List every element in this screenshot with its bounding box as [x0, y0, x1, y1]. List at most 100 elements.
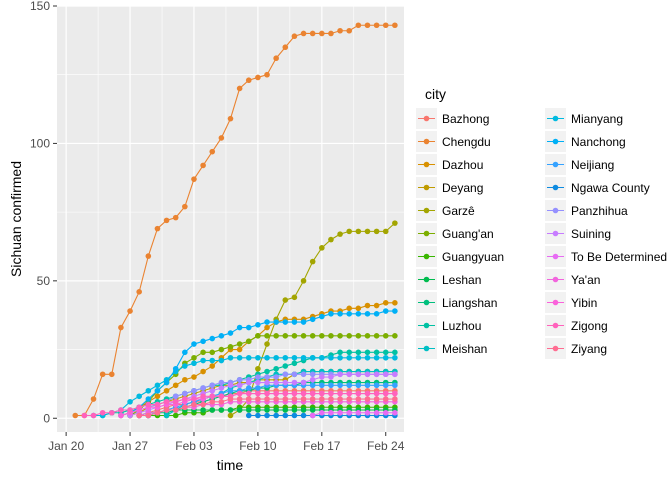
series-point: [90, 396, 97, 402]
series-point: [209, 335, 216, 342]
series-point: [355, 305, 362, 312]
series-point: [273, 407, 279, 413]
series-point: [236, 85, 243, 92]
series-point: [145, 253, 152, 259]
series-point: [319, 245, 325, 251]
legend-item: Guang'an: [416, 223, 494, 244]
series-2: [118, 300, 398, 419]
series-point: [118, 407, 124, 413]
series-point: [282, 333, 289, 339]
legend-label: Liangshan: [442, 296, 497, 310]
series-point: [200, 393, 206, 400]
series-point: [300, 412, 307, 419]
series-point: [291, 360, 298, 367]
series-point: [337, 390, 343, 397]
series-point: [163, 379, 170, 386]
legend-label: Luzhou: [442, 319, 481, 333]
series-point: [236, 382, 243, 389]
legend-label: Guang'an: [442, 227, 494, 241]
series-point: [355, 382, 362, 389]
series-point: [373, 333, 380, 339]
series-point: [264, 354, 270, 361]
series-point: [328, 396, 334, 402]
legend-item: Dazhou: [416, 154, 483, 175]
legend-label: Nanchong: [571, 135, 626, 149]
series-point: [182, 404, 188, 411]
series-point: [172, 412, 179, 419]
series-point: [273, 365, 279, 372]
series-point: [319, 396, 325, 402]
series-point: [346, 390, 353, 397]
series-point: [319, 409, 325, 416]
series-point: [300, 407, 307, 413]
legend-key-point: [423, 207, 430, 214]
series-point: [136, 289, 142, 295]
series-point: [319, 313, 325, 320]
series-point: [255, 390, 261, 397]
panel-background: [57, 6, 404, 432]
series-point: [227, 396, 234, 402]
legend-key-point: [552, 161, 559, 168]
series-point: [328, 409, 334, 416]
series-point: [300, 278, 307, 284]
series-point: [255, 365, 261, 372]
series-point: [145, 412, 152, 419]
series-point: [191, 374, 197, 380]
series-point: [309, 412, 316, 419]
series-point: [227, 382, 234, 389]
series-point: [236, 346, 243, 353]
series-point: [264, 324, 270, 331]
series-point: [200, 338, 206, 345]
series-21: [136, 396, 398, 419]
series-point: [264, 368, 270, 375]
series-point: [382, 333, 389, 339]
series-point: [209, 382, 216, 389]
legend-key-point: [552, 276, 559, 283]
series-point: [319, 382, 325, 389]
series-point: [182, 363, 188, 369]
series-point: [309, 407, 316, 413]
series-point: [227, 115, 234, 122]
series-point: [182, 390, 188, 397]
legend-key-point: [552, 184, 559, 191]
series-point: [309, 382, 316, 389]
series-point: [255, 396, 261, 402]
series-point: [382, 349, 389, 356]
series-point: [300, 379, 307, 386]
series-point: [227, 387, 234, 394]
series-point: [200, 407, 206, 413]
x-tick-label: Feb 24: [367, 439, 405, 453]
series-point: [364, 333, 371, 339]
legend-key-point: [423, 138, 430, 145]
series-point: [118, 412, 124, 419]
series-point: [300, 390, 307, 397]
series-point: [163, 407, 170, 413]
series-point: [136, 393, 142, 400]
series-point: [364, 228, 371, 235]
series-point: [218, 398, 225, 405]
series-point: [300, 371, 307, 378]
legend-item: Suining: [545, 223, 611, 244]
series-12: [127, 308, 398, 416]
series-point: [337, 333, 343, 339]
series-point: [227, 412, 234, 419]
series-point: [373, 371, 380, 378]
series-point: [264, 390, 270, 397]
legend-item: To Be Determined: [545, 246, 667, 267]
series-point: [346, 382, 353, 389]
series-line: [148, 406, 395, 417]
series-point: [364, 302, 371, 309]
series-point: [154, 401, 161, 408]
series-point: [355, 333, 362, 339]
series-point: [309, 354, 316, 361]
series-point: [337, 396, 343, 402]
series-point: [182, 396, 188, 402]
series-point: [355, 354, 362, 361]
series-point: [218, 379, 225, 386]
series-point: [364, 382, 371, 389]
series-point: [319, 354, 325, 361]
series-point: [373, 228, 380, 235]
series-point: [172, 407, 179, 413]
series-point: [209, 349, 216, 356]
y-tick-label: 0: [43, 411, 50, 425]
